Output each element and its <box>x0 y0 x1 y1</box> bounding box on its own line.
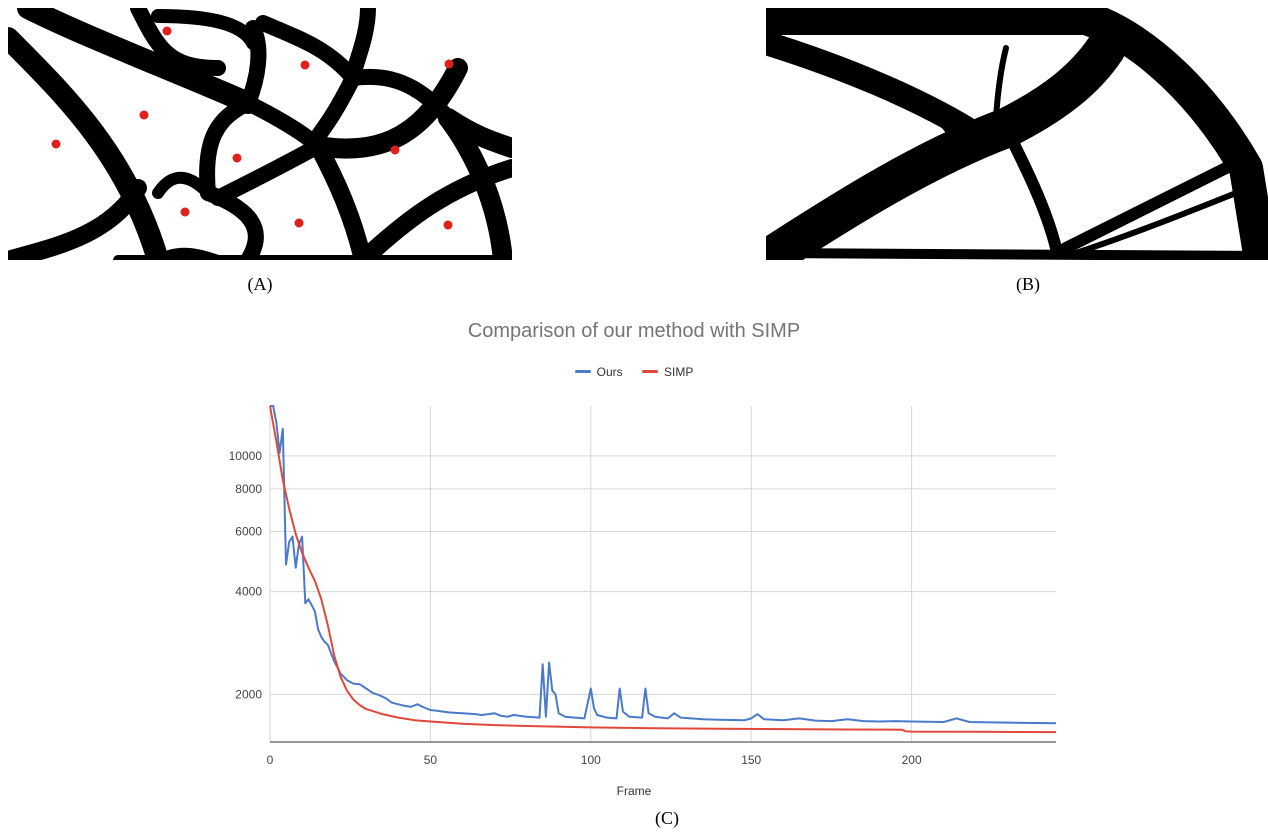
legend-label-ours: Ours <box>596 364 623 379</box>
caption-c: (C) <box>655 808 679 828</box>
legend-item-simp: SIMP <box>642 365 693 379</box>
topology-panel-a <box>8 8 512 260</box>
series-line-simp <box>269 405 1057 734</box>
chart-legend: Ours SIMP <box>0 362 1268 379</box>
y-tick-label: 6000 <box>235 525 262 539</box>
legend-label-simp: SIMP <box>664 364 694 379</box>
y-tick-label: 8000 <box>235 482 262 496</box>
legend-swatch-simp <box>642 370 658 373</box>
topology-panel-b <box>766 8 1268 260</box>
series-line-ours <box>270 405 1057 725</box>
y-tick-label: 4000 <box>235 585 262 599</box>
y-tick-label: 2000 <box>235 687 262 701</box>
legend-item-ours: Ours <box>574 364 623 379</box>
x-tick-label: 150 <box>741 753 761 767</box>
x-tick-label: 100 <box>581 753 601 767</box>
x-tick-label: 0 <box>267 753 274 767</box>
truss-structure-illustration <box>766 8 1268 260</box>
x-tick-label: 200 <box>902 753 922 767</box>
x-axis-label: Frame <box>616 784 652 798</box>
chart-title: Comparison of our method with SIMP <box>467 320 801 342</box>
legend-swatch-ours <box>574 370 591 373</box>
y-tick-label: 10000 <box>229 449 263 463</box>
x-tick-label: 50 <box>424 753 438 767</box>
voronoi-structure-illustration <box>8 8 512 260</box>
caption-b: (B) <box>1016 274 1040 294</box>
caption-a: (A) <box>247 274 273 294</box>
